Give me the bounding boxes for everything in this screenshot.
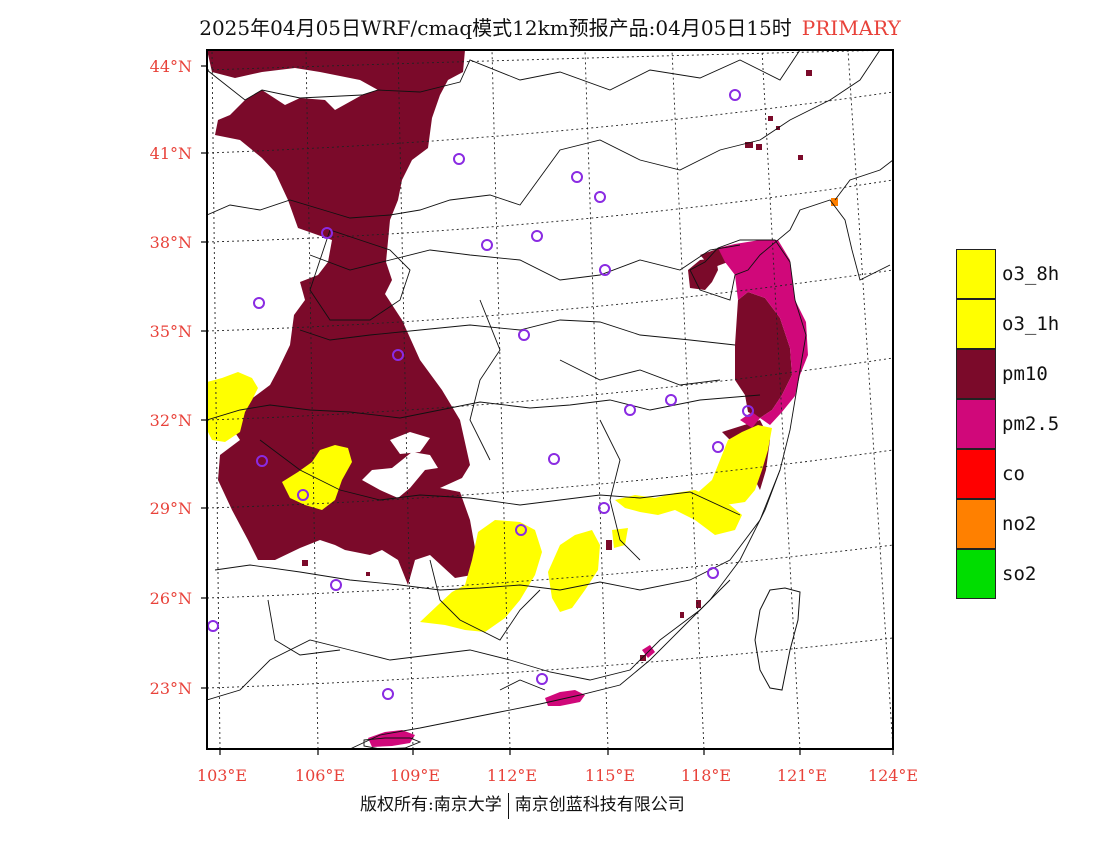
station-marker xyxy=(518,329,530,341)
station-marker xyxy=(330,579,342,591)
legend-swatch xyxy=(956,349,996,399)
station-marker xyxy=(665,394,677,406)
station-marker xyxy=(594,191,606,203)
legend-label: no2 xyxy=(1002,513,1037,535)
company-text: 南京创蓝科技有限公司 xyxy=(514,795,685,815)
lon-label: 103°E xyxy=(197,766,247,785)
station-marker xyxy=(742,405,754,417)
latitude-labels: 44°N 41°N 38°N 35°N 32°N 29°N 26°N 23°N xyxy=(150,57,192,698)
legend-label: co xyxy=(1002,463,1025,485)
footer-divider xyxy=(507,792,509,819)
station-marker xyxy=(571,171,583,183)
title-primary-tag: PRIMARY xyxy=(801,16,901,40)
copyright-text: 版权所有:南京大学 xyxy=(360,795,502,815)
lat-label: 44°N xyxy=(150,57,192,76)
lon-label: 121°E xyxy=(777,766,827,785)
station-marker xyxy=(256,455,268,467)
lat-label: 23°N xyxy=(150,679,192,698)
station-marker xyxy=(712,441,724,453)
hainan-outline xyxy=(363,737,422,749)
lon-label: 109°E xyxy=(390,766,440,785)
lat-label: 38°N xyxy=(150,233,192,252)
pm25-regions xyxy=(368,240,808,747)
legend-label: pm2.5 xyxy=(1002,413,1060,435)
lat-label: 29°N xyxy=(150,499,192,518)
map-frame xyxy=(206,49,894,750)
map-content xyxy=(207,50,893,749)
legend-swatch xyxy=(956,249,996,299)
no2-spot xyxy=(831,198,838,206)
legend-swatch xyxy=(956,399,996,449)
legend-swatch xyxy=(956,299,996,349)
station-marker xyxy=(453,153,465,165)
station-marker xyxy=(207,620,219,632)
station-markers xyxy=(207,89,754,700)
title-text: 2025年04月05日WRF/cmaq模式12km预报产品:04月05日15时 xyxy=(199,16,792,40)
lat-label: 32°N xyxy=(150,411,192,430)
lon-label: 118°E xyxy=(681,766,731,785)
station-marker xyxy=(321,227,333,239)
station-marker xyxy=(253,297,265,309)
lon-label: 124°E xyxy=(868,766,918,785)
map-title: 2025年04月05日WRF/cmaq模式12km预报产品:04月05日15时 P… xyxy=(0,12,1100,41)
taiwan-outline xyxy=(754,587,801,691)
station-marker xyxy=(392,349,404,361)
legend-swatch xyxy=(956,549,996,599)
station-marker xyxy=(707,567,719,579)
graticule xyxy=(207,50,893,749)
station-marker xyxy=(515,524,527,536)
legend-label: pm10 xyxy=(1002,363,1048,385)
legend-label: so2 xyxy=(1002,563,1037,585)
lat-label: 35°N xyxy=(150,322,192,341)
station-marker xyxy=(599,264,611,276)
station-marker xyxy=(598,502,610,514)
axis-ticks xyxy=(201,65,894,755)
station-marker xyxy=(624,404,636,416)
legend-swatch xyxy=(956,449,996,499)
lat-label: 26°N xyxy=(150,589,192,608)
station-marker xyxy=(297,489,309,501)
station-marker xyxy=(382,688,394,700)
station-marker xyxy=(531,230,543,242)
legend-label: o3_1h xyxy=(1002,313,1060,335)
longitude-labels: 103°E 106°E 109°E 112°E 115°E 118°E 121°… xyxy=(197,766,918,785)
copyright-footer: 版权所有:南京大学 南京创蓝科技有限公司 xyxy=(360,790,685,819)
boundary-lines xyxy=(207,50,893,749)
lon-label: 115°E xyxy=(585,766,635,785)
station-marker xyxy=(481,239,493,251)
station-marker xyxy=(548,453,560,465)
legend-label: o3_8h xyxy=(1002,263,1060,285)
legend-swatch xyxy=(956,499,996,549)
station-marker xyxy=(729,89,741,101)
lon-label: 112°E xyxy=(487,766,537,785)
lat-label: 41°N xyxy=(150,144,192,163)
station-marker xyxy=(536,673,548,685)
lon-label: 106°E xyxy=(295,766,345,785)
